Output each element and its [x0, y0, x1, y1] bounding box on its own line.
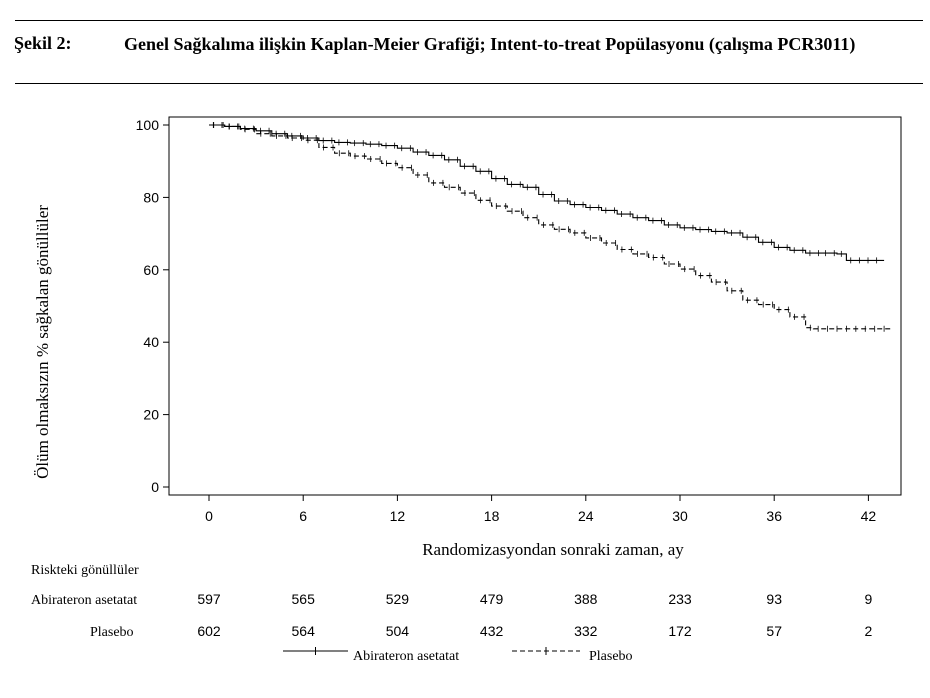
y-axis: 0 20 40 60 80 100: [136, 117, 169, 495]
risk-count: 233: [668, 591, 692, 607]
x-tick-label: 24: [578, 508, 594, 524]
risk-count: 172: [668, 623, 692, 639]
risk-table-header: Riskteki gönüllüler: [31, 563, 139, 578]
risk-count: 597: [197, 591, 221, 607]
legend-label: Abirateron asetatat: [353, 649, 459, 664]
legend: Abirateron asetatat Plasebo: [283, 647, 633, 664]
y-tick-label: 100: [136, 117, 160, 133]
risk-count: 9: [865, 591, 873, 607]
x-tick-label: 30: [672, 508, 688, 524]
risk-count: 564: [292, 623, 316, 639]
y-tick-label: 60: [143, 262, 159, 278]
risk-count: 602: [197, 623, 221, 639]
risk-count: 2: [865, 623, 873, 639]
risk-count: 432: [480, 623, 504, 639]
risk-count: 504: [386, 623, 410, 639]
y-tick-label: 20: [143, 407, 159, 423]
y-tick-label: 0: [151, 479, 159, 495]
top-rule: [15, 20, 923, 21]
survival-curves: [209, 122, 892, 332]
risk-row-label: Abirateron asetatat: [31, 593, 137, 608]
risk-count: 565: [292, 591, 316, 607]
figure-label: Şekil 2:: [14, 33, 72, 53]
plot-frame: [168, 116, 902, 496]
x-tick-label: 6: [299, 508, 307, 524]
risk-count: 479: [480, 591, 504, 607]
y-axis-label: Ölüm olmaksızın % sağkalan gönüllüler: [33, 205, 52, 479]
risk-table: Abirateron asetatat 597 565 529 479 388 233 93 9…: [31, 591, 873, 640]
risk-count: 529: [386, 591, 410, 607]
plasebo-curve: [209, 124, 892, 330]
legend-label: Plasebo: [589, 649, 633, 664]
figure-title: Genel Sağkalıma ilişkin Kaplan-Meier Gra…: [124, 34, 856, 54]
risk-count: 388: [574, 591, 598, 607]
x-tick-label: 18: [484, 508, 500, 524]
y-tick-label: 40: [143, 334, 159, 350]
x-tick-label: 42: [861, 508, 877, 524]
x-tick-label: 0: [205, 508, 213, 524]
x-tick-label: 12: [390, 508, 406, 524]
x-tick-label: 36: [766, 508, 782, 524]
abirateron-curve: [209, 124, 885, 261]
title-rule: [15, 83, 923, 84]
risk-count: 332: [574, 623, 598, 639]
risk-count: 57: [766, 623, 782, 639]
y-tick-label: 80: [143, 189, 159, 205]
x-axis-label: Randomizasyondan sonraki zaman, ay: [422, 540, 684, 559]
risk-count: 93: [766, 591, 782, 607]
x-axis: 0 6 12 18 24 30 36 42: [205, 495, 876, 524]
risk-row-label: Plasebo: [90, 625, 134, 640]
